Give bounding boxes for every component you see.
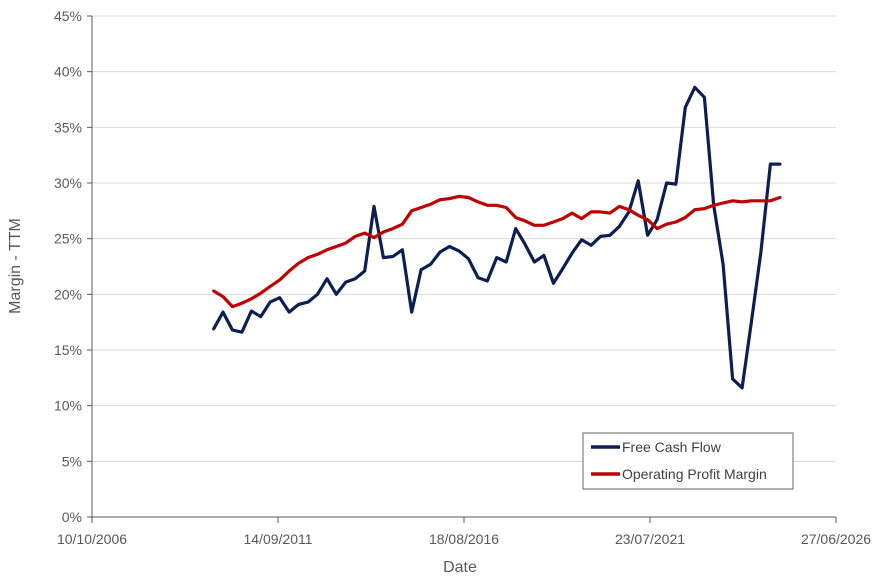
x-tick-label: 27/06/2026 [801,531,871,547]
x-tick-label: 23/07/2021 [615,531,685,547]
series-line-free-cash-flow [212,85,782,390]
x-tick-label: 14/09/2011 [243,531,312,547]
gridlines [92,15,836,462]
y-tick-label: 10% [54,398,82,414]
y-tick-label: 45% [54,8,82,24]
x-axis-title: Date [443,559,477,576]
legend: Free Cash Flow Operating Profit Margin [582,432,794,490]
y-tick-label: 20% [54,286,82,302]
x-tick-label: 10/10/2006 [57,531,127,547]
y-axis-title: Margin - TTM [7,218,24,314]
series-line-operating-profit-margin [212,194,782,309]
legend-box [582,432,794,490]
legend-label-operating-profit-margin: Operating Profit Margin [622,466,767,482]
y-tick-label: 30% [54,175,82,191]
y-tick-label: 25% [54,231,82,247]
x-tick-label: 18/08/2016 [429,531,499,547]
series-lines [212,85,782,390]
y-tick-label: 15% [54,342,82,358]
y-tick-label: 5% [62,453,82,469]
y-tick-label: 0% [62,509,82,525]
y-tick-label: 35% [54,119,82,135]
axes: 0% 5% 10% 15% 20% 25% 30% 35% 40% 45% 10/10/2006 14… [54,8,871,547]
y-tick-label: 40% [54,64,82,80]
legend-label-free-cash-flow: Free Cash Flow [622,439,722,455]
